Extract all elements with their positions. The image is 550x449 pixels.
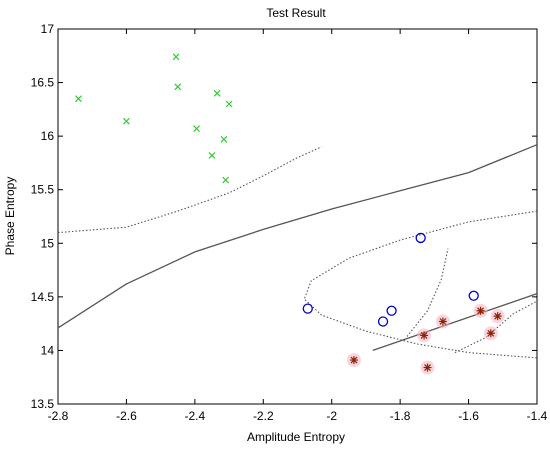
- x-tick-label: -1.6: [458, 409, 479, 423]
- data-point-x: [123, 117, 130, 125]
- data-point-circle: [302, 303, 313, 314]
- x-tick-label: -2.2: [253, 409, 274, 423]
- data-point-x: [174, 83, 182, 91]
- y-tick-label: 14.5: [31, 290, 55, 304]
- axes-box: [57, 28, 538, 405]
- chart-title: Test Result: [266, 6, 326, 20]
- data-point-x: [75, 95, 82, 103]
- data-point-circle: [377, 316, 389, 327]
- data-point-star: [438, 317, 447, 326]
- y-tick-label: 16.5: [31, 76, 55, 90]
- data-point-circle: [386, 305, 397, 316]
- x-axis-title: Amplitude Entropy: [247, 430, 345, 444]
- x-tick-label: -2.8: [48, 409, 69, 423]
- plot-area: -2.8 -2.6 -2.4 -2.2 -2 -1.8 -1.6 -1.4 13.5 14 14.5…: [31, 22, 548, 423]
- data-point-star: [420, 331, 429, 340]
- data-point-x: [222, 176, 230, 184]
- data-point-star: [423, 363, 432, 372]
- y-tick-label: 13.5: [31, 397, 55, 411]
- data-point-star: [493, 312, 502, 321]
- decision-boundary-line: [372, 292, 538, 352]
- data-point-x: [208, 152, 216, 159]
- x-tick-label: -1.8: [390, 409, 411, 423]
- dotted-contour-line: [406, 248, 449, 337]
- x-tick-label: -2.4: [185, 409, 206, 423]
- y-tick-label: 17: [41, 22, 55, 36]
- x-tick-label: -1.4: [527, 409, 548, 423]
- y-axis-title: Phase Entropy: [3, 177, 17, 256]
- y-tick-label: 16: [41, 129, 55, 143]
- data-point-x: [172, 53, 180, 61]
- data-point-star: [486, 329, 495, 338]
- data-point-circle: [468, 290, 479, 301]
- data-point-circle: [415, 232, 426, 244]
- y-tick-label: 14: [41, 343, 55, 357]
- x-tick-label: -2.6: [116, 409, 137, 423]
- data-point-x: [213, 89, 221, 97]
- x-tick-label: -2: [326, 409, 337, 423]
- data-point-x: [220, 135, 228, 143]
- y-tick-label: 15.5: [31, 183, 55, 197]
- data-point-x: [193, 125, 200, 133]
- decision-boundary-line: [57, 144, 538, 329]
- data-point-star: [349, 356, 358, 365]
- data-point-star: [476, 306, 485, 315]
- y-tick-label: 15: [41, 236, 55, 250]
- data-point-x: [225, 100, 233, 108]
